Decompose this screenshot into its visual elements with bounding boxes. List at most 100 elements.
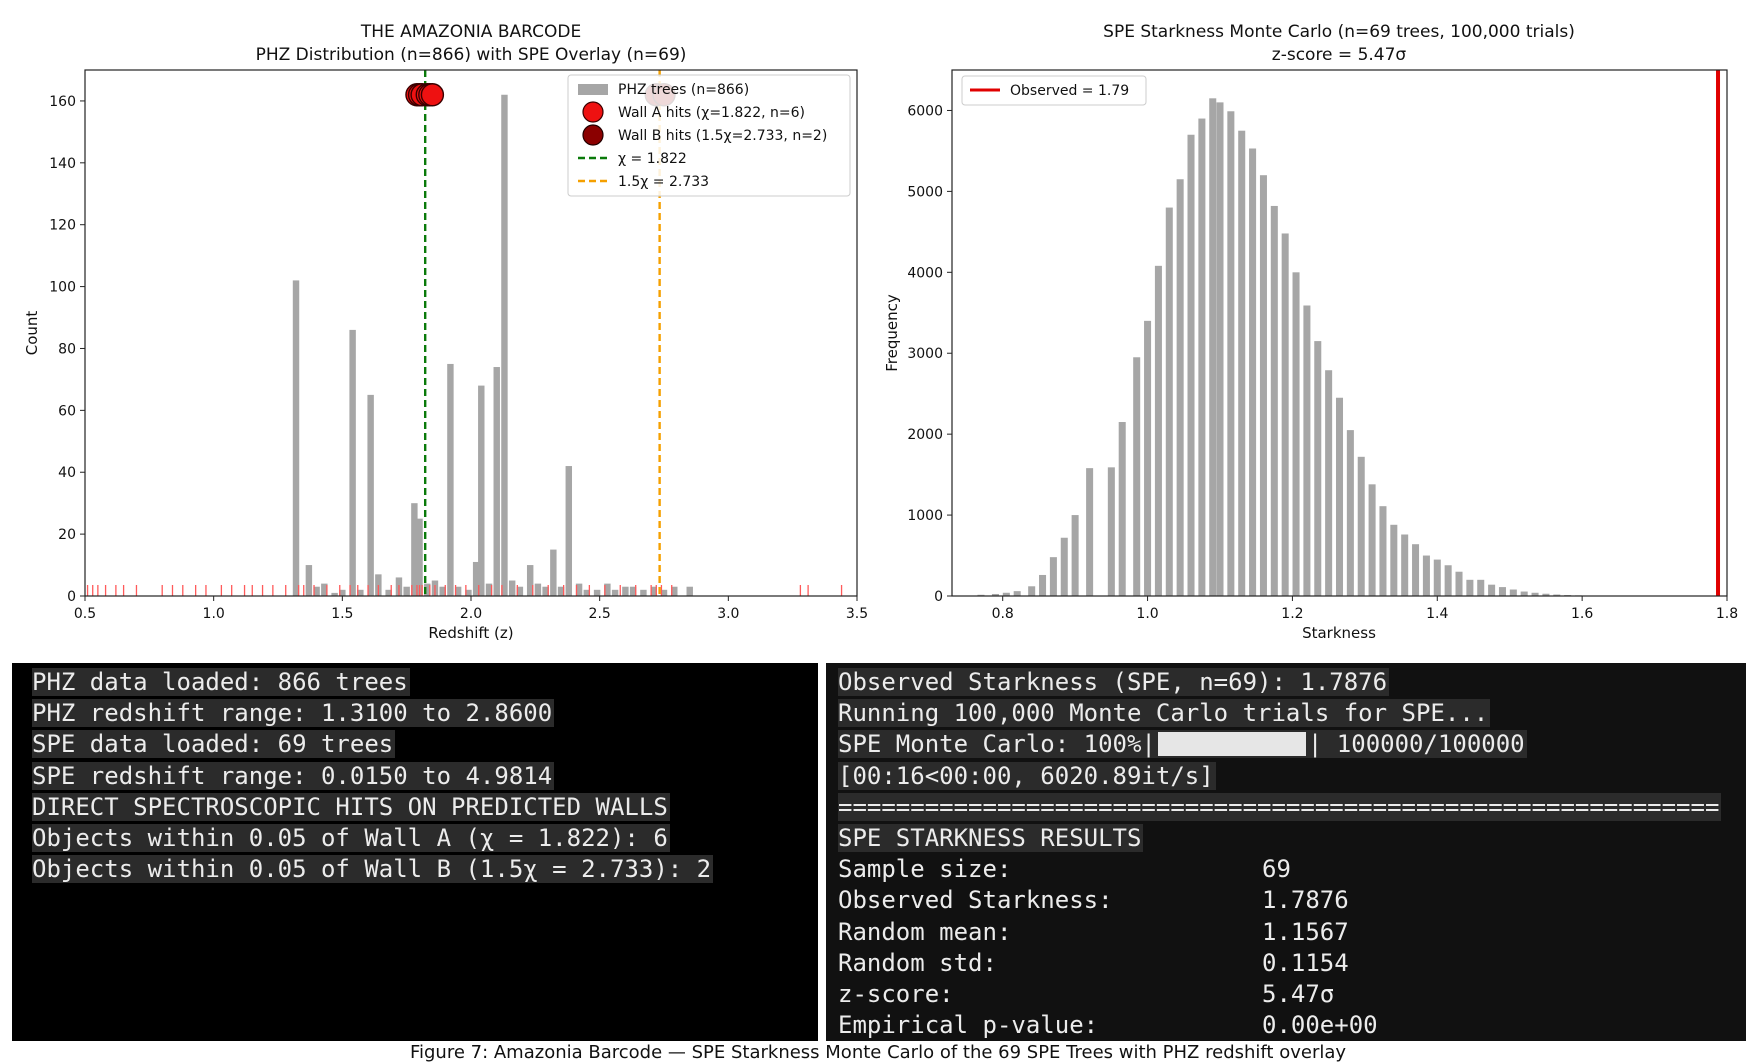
starkness-bar [1455,571,1463,596]
starkness-bar [1133,357,1141,596]
starkness-bar [1401,534,1409,596]
result-value: 0.1154 [1262,948,1349,977]
results-table: Sample size: 69 Observed Starkness: 1.7876 R… [838,854,1746,1041]
starkness-bar [1433,559,1441,596]
x-tick-label: 1.2 [1281,606,1303,622]
console-line: Observed Starkness (SPE, n=69): 1.7876 [838,667,1746,698]
running-line-text: Running 100,000 Monte Carlo trials for S… [838,699,1491,728]
starkness-bar [1118,422,1126,596]
phz-bar [501,94,508,597]
starkness-bar [1466,579,1474,596]
observed-line-text: Observed Starkness (SPE, n=69): 1.7876 [838,668,1390,696]
result-row: Random mean: 1.1567 [838,917,1746,948]
starkness-bar [1488,584,1496,596]
y-tick-label: 120 [49,218,76,234]
result-key: Random std: [838,948,997,977]
y-tick-label: 100 [49,280,76,296]
phz-bar [629,586,637,596]
starkness-bar [1039,574,1047,596]
right-legend: Observed = 1.79 [961,75,1147,106]
left-x-axis-label: Redshift (z) [428,624,513,642]
phz-bar [493,367,500,596]
starkness-bar [1325,370,1333,596]
y-tick-label: 6000 [907,103,943,119]
right-chart-title: SPE Starkness Monte Carlo (n=69 trees, 1… [1103,22,1575,42]
console-line-text: Objects within 0.05 of Wall B (1.5χ = 2.… [32,855,714,884]
y-tick-label: 5000 [907,184,943,200]
x-tick-label: 3.5 [846,606,868,622]
phz-bar [550,549,557,596]
result-row: Sample size: 69 [838,854,1746,885]
result-key: Random mean: [838,917,1012,946]
spe-rug [86,585,843,596]
phz-bar [447,363,454,596]
starkness-bar [1216,102,1224,596]
phz-bar [593,589,601,596]
result-key: Empirical p-value: [838,1011,1099,1040]
starkness-bar [1227,111,1235,597]
console-line: Objects within 0.05 of Wall A (χ = 1.822… [32,823,818,854]
console-line: Running 100,000 Monte Carlo trials for S… [838,698,1746,729]
result-key: Sample size: [838,855,1012,884]
y-tick-label: 1000 [907,508,943,524]
result-key: Observed Starkness: [838,886,1113,915]
x-tick-label: 1.8 [1716,606,1738,622]
phz-histogram-chart: THE AMAZONIA BARCODE PHZ Distribution (n… [23,22,868,642]
phz-bar [313,586,320,596]
console-line: DIRECT SPECTROSCOPIC HITS ON PREDICTED W… [32,792,818,823]
phz-bar [339,589,346,596]
starkness-bar [1187,134,1195,596]
starkness-bar [1176,179,1184,596]
phz-bar [508,580,516,596]
phz-bar [416,518,423,596]
starkness-bar [1444,565,1452,596]
right-legend-frame [961,75,1147,106]
starkness-bar [1144,320,1152,596]
result-value: 1.7876 [1262,886,1349,915]
starkness-bar [1154,265,1162,596]
phz-bar [465,589,472,596]
starkness-bar [1412,544,1420,596]
right-y-ticks: 0 1000 2000 3000 4000 5000 6000 [907,103,952,605]
legend-swatch-wall-b [582,124,604,146]
console-line: ========================================… [838,792,1746,823]
starkness-bar [1002,592,1010,596]
y-tick-label: 160 [49,94,76,110]
console-line: SPE redshift range: 0.0150 to 4.9814 [32,761,818,792]
y-tick-label: 2000 [907,427,943,443]
x-tick-label: 1.0 [203,606,225,622]
console-line: PHZ redshift range: 1.3100 to 2.8600 [32,698,818,729]
left-chart-title: THE AMAZONIA BARCODE [360,22,581,42]
left-legend: PHZ trees (n=866) Wall A hits (χ=1.822, … [567,74,851,197]
x-tick-label: 0.8 [992,606,1014,622]
legend-label-wall-a: Wall A hits (χ=1.822, n=6) [618,105,805,121]
result-key: z-score: [838,979,954,1008]
phz-bar [305,565,313,596]
starkness-bar [1390,524,1398,596]
starkness-bar [1209,98,1217,597]
x-tick-label: 3.0 [717,606,739,622]
phz-bar [526,565,534,596]
phz-bar [516,586,524,596]
wall-a-hit [420,83,445,107]
progress-prefix: SPE Monte Carlo: 100%| [838,730,1156,759]
starkness-bar [1107,467,1115,596]
result-value: 69 [1262,855,1291,884]
starkness-bar [1292,272,1300,596]
phz-bar [321,583,328,596]
timing-line-text: [00:16<00:00, 6020.89it/s] [838,761,1216,790]
phz-bar [565,466,573,596]
starkness-bar [1071,515,1079,596]
x-tick-label: 2.0 [460,606,482,622]
left-legend-frame [567,74,851,197]
result-row: Empirical p-value: 0.00e+00 [838,1010,1746,1041]
right-x-axis-label: Starkness [1302,624,1376,642]
phz-bar [671,586,678,596]
x-tick-label: 1.0 [1136,606,1158,622]
starkness-bar [1357,456,1365,596]
y-tick-label: 140 [49,156,76,172]
starkness-bar [1270,205,1278,596]
y-tick-label: 3000 [907,346,943,362]
phz-bar [331,592,338,596]
legend-label-wall-b: Wall B hits (1.5χ=2.733, n=2) [618,128,827,144]
